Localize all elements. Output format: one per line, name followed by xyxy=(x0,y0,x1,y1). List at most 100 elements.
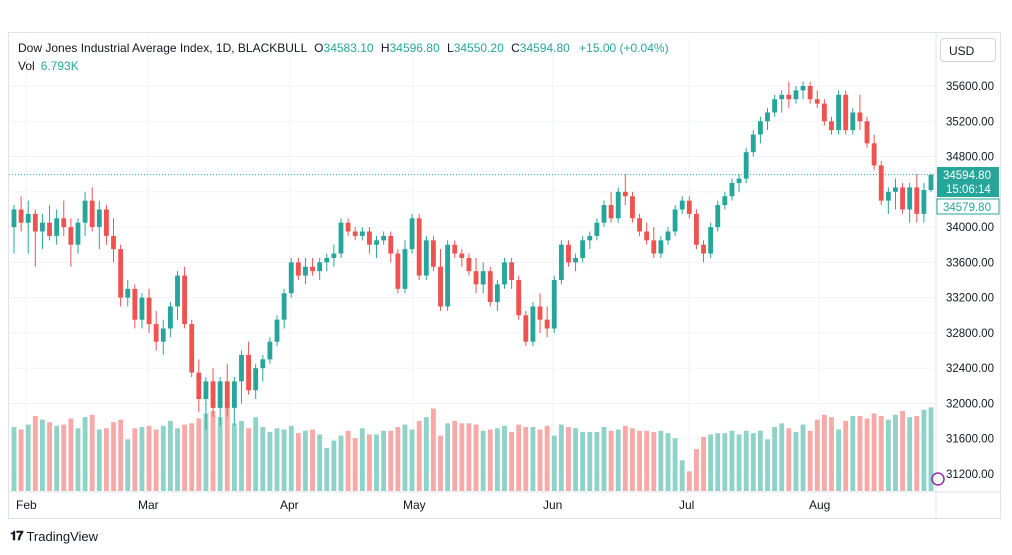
x-tick-label: May xyxy=(403,498,426,512)
candle-body xyxy=(601,205,607,223)
volume-bar xyxy=(423,417,429,491)
candle-body xyxy=(921,190,927,214)
candle-body xyxy=(715,205,721,228)
candle-body xyxy=(487,271,493,303)
candle-body xyxy=(701,244,706,254)
candle-body xyxy=(331,253,337,258)
candle-body xyxy=(175,275,180,307)
volume-bar xyxy=(388,430,394,491)
volume-bar xyxy=(68,418,74,491)
candle-body xyxy=(807,86,813,100)
countdown-text: 15:06:14 xyxy=(946,184,991,196)
candle-body xyxy=(47,222,52,236)
candle-body xyxy=(885,191,891,201)
candle-body xyxy=(40,222,45,232)
candle-body xyxy=(423,240,429,276)
candle-body xyxy=(779,94,785,100)
currency-button[interactable]: USD xyxy=(940,38,996,62)
candle-body xyxy=(786,94,792,100)
alert-marker-icon xyxy=(931,472,945,486)
volume-bar xyxy=(40,419,45,491)
last-price-badge xyxy=(937,167,999,197)
candle-body xyxy=(814,99,820,104)
candle-body xyxy=(75,222,81,245)
volume-bar xyxy=(409,429,415,491)
volume-bar xyxy=(253,417,259,491)
volume-bar xyxy=(893,414,898,491)
symbol-title: Dow Jones Industrial Average Index, 1D, … xyxy=(18,41,307,55)
volume-bar xyxy=(217,417,223,491)
x-tick-label: Mar xyxy=(138,498,159,512)
candle-body xyxy=(928,174,934,191)
candle-body xyxy=(836,94,842,131)
y-tick-label: 33600.00 xyxy=(946,257,994,269)
candle-body xyxy=(338,222,344,254)
volume-bar xyxy=(146,425,152,491)
candle-body xyxy=(359,231,365,236)
high-value: 34596.80 xyxy=(389,41,440,55)
volume-label: Vol xyxy=(18,59,35,73)
candle-body xyxy=(587,235,593,241)
chart-legend: Dow Jones Industrial Average Index, 1D, … xyxy=(18,41,669,55)
candle-body xyxy=(96,209,102,228)
volume-bar xyxy=(665,433,671,491)
candle-body xyxy=(345,222,351,232)
candle-body xyxy=(821,103,827,122)
candle-body xyxy=(18,209,24,223)
volume-bar xyxy=(310,429,315,491)
volume-bar xyxy=(224,407,230,491)
volume-bar xyxy=(11,427,17,491)
volume-bar xyxy=(139,427,145,491)
candle-body xyxy=(11,209,17,228)
tradingview-brand[interactable]: 𝟏𝟕 TradingView xyxy=(10,528,98,544)
candle-body xyxy=(445,244,451,307)
candle-body xyxy=(82,200,88,223)
volume-bar xyxy=(502,425,507,491)
grid-layer xyxy=(9,36,936,491)
volume-bar xyxy=(494,428,500,491)
volume-bar xyxy=(871,413,877,491)
candle-body xyxy=(530,306,536,342)
volume-bar xyxy=(900,411,905,491)
volume-bar xyxy=(658,430,664,491)
brand-name: TradingView xyxy=(26,528,99,544)
price-badges: 34594.80 15:06:14 34579.80 xyxy=(931,167,1000,486)
volume-bar xyxy=(850,415,856,491)
candle-body xyxy=(111,235,116,250)
candle-body xyxy=(750,134,756,153)
x-tick-label: Aug xyxy=(809,498,830,512)
volume-bar xyxy=(47,422,52,491)
volume-bar xyxy=(345,430,351,491)
volume-bar xyxy=(630,428,635,491)
volume-bar xyxy=(843,420,849,491)
close-value: 34594.80 xyxy=(519,41,570,55)
volume-bar xyxy=(836,429,842,491)
candle-body xyxy=(416,218,422,276)
close-label: C xyxy=(511,41,520,55)
volume-bar xyxy=(516,424,522,491)
candle-body xyxy=(310,266,315,272)
candle-body xyxy=(871,143,877,166)
candle-body xyxy=(466,257,472,272)
y-tick-label: 31600.00 xyxy=(946,434,994,446)
volume-bar xyxy=(82,417,88,491)
candles xyxy=(11,81,934,430)
candle-body xyxy=(843,94,849,131)
candle-body xyxy=(580,240,586,258)
volume-bar xyxy=(594,431,600,491)
candle-body xyxy=(551,280,557,329)
candle-body xyxy=(274,319,280,342)
volume-bar xyxy=(288,425,294,491)
candle-body xyxy=(793,90,799,100)
candle-body xyxy=(438,266,443,307)
volume-bar xyxy=(807,430,813,491)
high-label: H xyxy=(380,41,390,55)
candle-body xyxy=(217,381,223,408)
volume-bar xyxy=(864,418,870,491)
volume-bar xyxy=(480,430,486,491)
volume-bar xyxy=(829,417,834,491)
candle-body xyxy=(160,328,166,342)
low-label: L xyxy=(447,41,454,55)
candle-body xyxy=(409,218,415,250)
